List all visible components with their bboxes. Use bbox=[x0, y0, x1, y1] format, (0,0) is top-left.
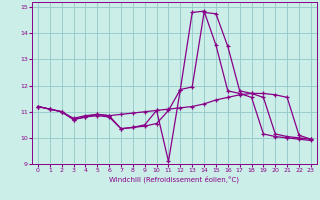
X-axis label: Windchill (Refroidissement éolien,°C): Windchill (Refroidissement éolien,°C) bbox=[109, 176, 239, 183]
